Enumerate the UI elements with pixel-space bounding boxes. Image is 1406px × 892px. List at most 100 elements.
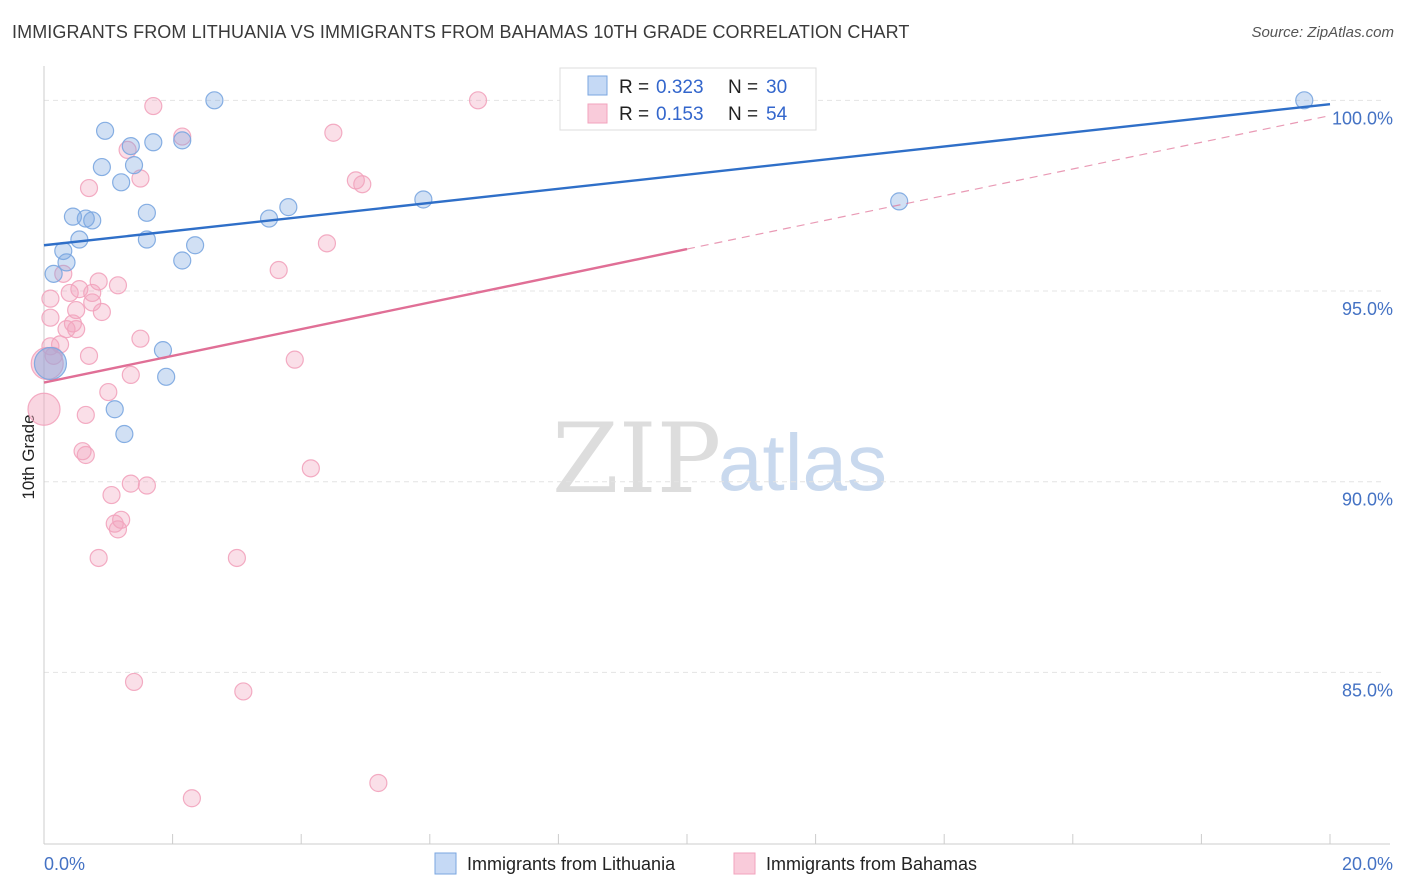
bahamas-point-20	[92, 302, 111, 322]
bahamas-point-50	[182, 789, 201, 808]
bahamas-point-35	[76, 405, 95, 425]
legend-r-label-lithuania: R =	[619, 77, 649, 98]
bahamas-point-23	[57, 320, 76, 339]
bahamas-point-12	[108, 276, 128, 295]
bahamas-point-46	[227, 548, 246, 568]
lithuania-point-10	[137, 203, 156, 222]
watermark: ZIP atlas	[552, 403, 887, 515]
y-axis-title: 10th Grade	[19, 414, 38, 499]
series-lithuania-points	[33, 91, 1314, 444]
trend-line-bahamas-extension	[686, 114, 1331, 250]
lithuania-point-26	[157, 367, 176, 386]
bahamas-point-8	[79, 178, 99, 198]
series-legend: Immigrants from Lithuania Immigrants fro…	[434, 852, 977, 875]
x-tick-label-0: 0.0%	[44, 854, 85, 874]
legend-n-label-bahamas: N =	[728, 104, 758, 125]
bottom-legend-label-lithuania: Immigrants from Lithuania	[467, 854, 676, 874]
axes	[43, 66, 1390, 845]
bahamas-point-27	[41, 337, 60, 356]
bahamas-point-30	[285, 350, 304, 369]
series-bahamas-points	[27, 91, 488, 808]
bahamas-point-21	[41, 308, 60, 327]
bahamas-point-33	[99, 382, 118, 402]
bahamas-point-38	[301, 459, 320, 478]
lithuania-point-0	[205, 91, 224, 110]
lithuania-point-1	[1295, 91, 1314, 110]
bahamas-point-44	[108, 520, 128, 539]
bottom-legend-swatch-bahamas	[733, 852, 756, 875]
lithuania-point-19	[186, 236, 205, 255]
bahamas-point-43	[105, 514, 124, 533]
bahamas-point-10	[269, 260, 288, 280]
bahamas-point-49	[369, 773, 388, 793]
bahamas-point-3	[324, 123, 343, 142]
lithuania-point-21	[57, 253, 76, 272]
bahamas-point-32	[121, 365, 140, 385]
lithuania-point-5	[121, 136, 140, 156]
bahamas-point-45	[89, 548, 108, 568]
lithuania-point-8	[112, 173, 131, 192]
bahamas-point-24	[67, 320, 86, 339]
bahamas-point-16	[60, 283, 79, 303]
lithuania-point-25	[33, 346, 68, 381]
gridlines	[44, 99, 1382, 673]
bahamas-point-40	[137, 476, 156, 495]
lithuania-point-22	[173, 251, 192, 270]
watermark-atlas: atlas	[718, 418, 887, 507]
trend-lines	[43, 102, 1331, 384]
bahamas-point-7	[353, 175, 372, 194]
bahamas-point-9	[317, 234, 337, 253]
y-tick-labels: 85.0% 90.0% 95.0% 100.0%	[1332, 108, 1393, 700]
bahamas-point-19	[67, 300, 86, 320]
x-tick-labels: 0.0% 20.0%	[44, 854, 1393, 874]
bahamas-point-48	[234, 682, 253, 701]
trend-line-lithuania	[43, 102, 1331, 247]
legend-n-label-lithuania: N =	[728, 77, 758, 98]
legend-n-value-bahamas: 54	[766, 104, 788, 125]
lithuania-point-3	[144, 133, 163, 152]
legend-r-label-bahamas: R =	[619, 104, 649, 125]
lithuania-point-7	[124, 156, 144, 175]
lithuania-point-15	[83, 211, 102, 230]
bottom-legend-label-bahamas: Immigrants from Bahamas	[766, 854, 977, 874]
lithuania-point-14	[76, 209, 95, 228]
lithuania-point-2	[95, 121, 115, 140]
x-tick-label-1: 20.0%	[1342, 854, 1393, 874]
y-tick-label-1: 90.0%	[1342, 490, 1393, 510]
bahamas-point-2	[173, 127, 192, 146]
bottom-legend-swatch-lithuania	[434, 852, 457, 875]
bahamas-point-1	[144, 96, 163, 116]
lithuania-point-28	[115, 424, 134, 444]
legend-swatch-lithuania	[587, 75, 608, 96]
bahamas-point-15	[83, 283, 102, 303]
lithuania-point-23	[44, 264, 63, 283]
legend-r-value-lithuania: 0.323	[656, 77, 704, 98]
lithuania-point-27	[105, 400, 124, 419]
bahamas-point-47	[124, 672, 144, 692]
lithuania-point-11	[279, 198, 298, 217]
correlation-legend: R = 0.323 N = 30 R = 0.153 N = 54	[559, 67, 817, 131]
bahamas-point-39	[121, 474, 140, 493]
bahamas-point-11	[54, 264, 73, 283]
bahamas-point-34	[27, 392, 61, 426]
bahamas-point-25	[131, 329, 150, 348]
bahamas-point-17	[41, 289, 60, 308]
trend-line-bahamas	[43, 247, 688, 384]
lithuania-point-16	[259, 209, 279, 228]
y-tick-label-3: 100.0%	[1332, 108, 1393, 128]
lithuania-point-6	[92, 157, 111, 177]
chart-title: IMMIGRANTS FROM LITHUANIA VS IMMIGRANTS …	[12, 22, 910, 42]
legend-swatch-bahamas	[587, 103, 608, 124]
bahamas-point-29	[79, 346, 99, 365]
legend-r-value-bahamas: 0.153	[656, 104, 704, 125]
legend-n-value-lithuania: 30	[766, 77, 787, 98]
lithuania-point-12	[890, 192, 909, 211]
bahamas-point-18	[83, 293, 102, 312]
watermark-zip: ZIP	[552, 403, 721, 515]
bahamas-point-41	[102, 485, 121, 505]
y-tick-label-0: 85.0%	[1342, 680, 1393, 700]
bahamas-point-13	[89, 272, 108, 291]
bahamas-point-0	[468, 91, 488, 110]
lithuania-point-4	[173, 131, 192, 150]
